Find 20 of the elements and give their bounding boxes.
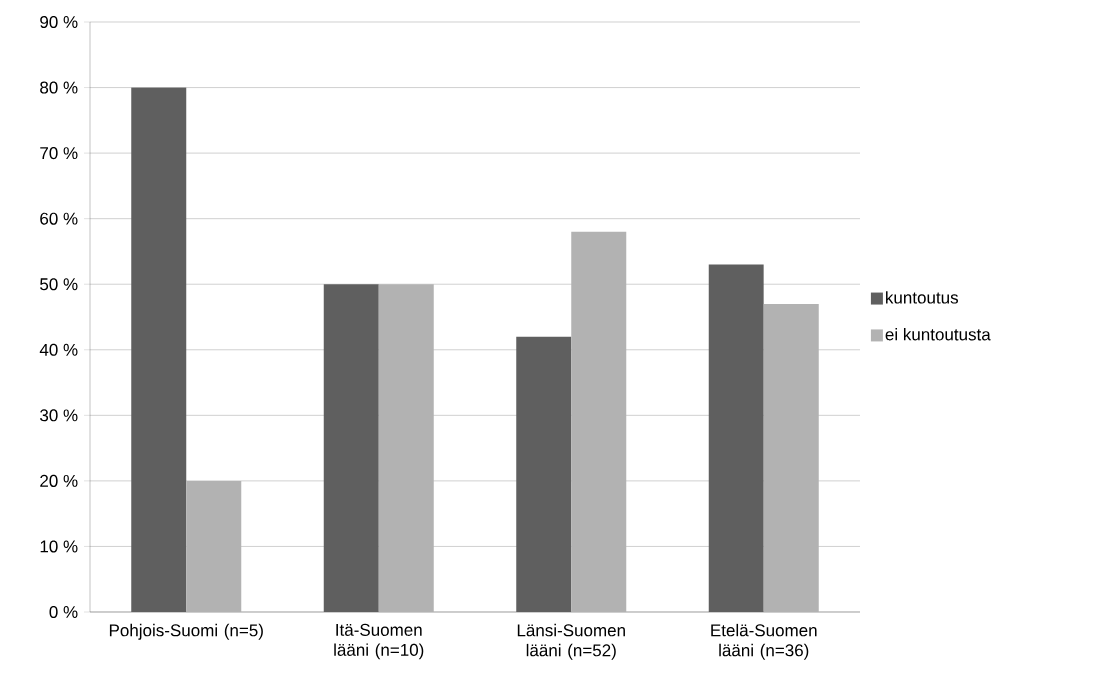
legend-label: ei kuntoutusta xyxy=(885,328,991,341)
y-tick-label: 60 % xyxy=(40,212,78,225)
y-tick-label: 70 % xyxy=(40,147,78,160)
bar xyxy=(186,480,242,612)
x-tick-label: Pohjois-Suomi (n=5) xyxy=(109,623,263,640)
bar xyxy=(571,231,627,612)
y-tick-label: 0 % xyxy=(49,605,78,619)
x-tick-label: Länsi-Suomen lääni (n=52) xyxy=(517,623,625,660)
y-tick-label: 20 % xyxy=(40,474,78,487)
y-tick-label: 80 % xyxy=(40,81,78,94)
y-tick-label: 40 % xyxy=(39,343,78,356)
y-tick-label: 30 % xyxy=(40,409,78,422)
y-tick-label: 10 % xyxy=(40,540,78,553)
x-tick-label: Etelä-Suomen lääni (n=36) xyxy=(711,623,817,660)
bar xyxy=(378,284,434,612)
y-tick-label: 50 % xyxy=(40,278,78,291)
y-tick-label: 90 % xyxy=(40,15,78,29)
bar xyxy=(763,303,819,612)
x-tick-label: Itä-Suomen lääni (n=10) xyxy=(334,623,424,660)
legend-label: kuntoutus xyxy=(886,291,959,304)
